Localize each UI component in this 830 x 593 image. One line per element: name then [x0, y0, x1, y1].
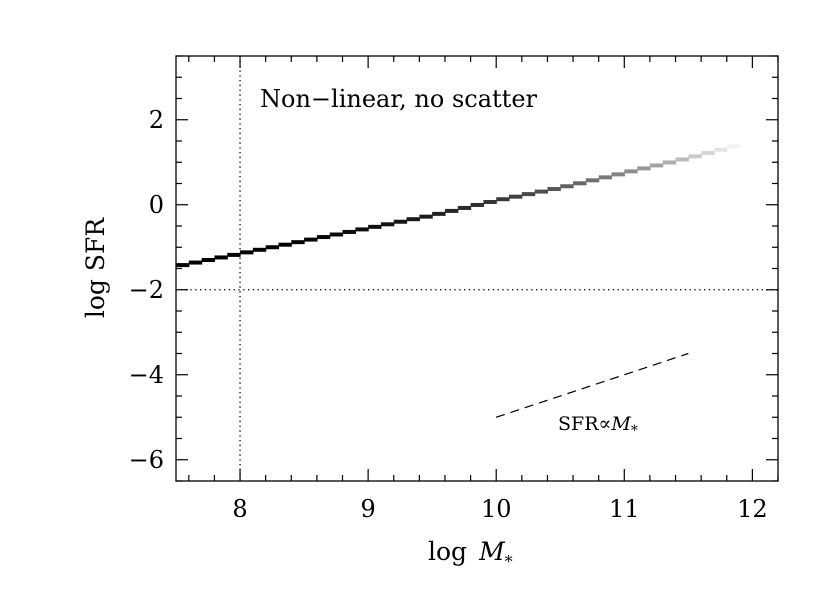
series-segment [726, 144, 741, 149]
reference-lines [176, 56, 778, 481]
series-segment [534, 189, 549, 194]
x-axis-title-symbol: M [478, 537, 506, 566]
slope-label-symbol: M [610, 413, 631, 435]
series-segment [701, 151, 715, 156]
plot-frame [175, 55, 779, 482]
series-segment [470, 202, 485, 207]
x-axis-title: log M* [428, 537, 513, 571]
x-tick-label: 9 [360, 495, 375, 523]
x-tick-label: 12 [737, 495, 768, 523]
series-segment [662, 160, 677, 165]
y-tick-label: −6 [129, 446, 164, 474]
y-tick-label: −4 [129, 361, 164, 389]
series-segment [547, 187, 561, 192]
series-segment [201, 258, 216, 262]
series-segment [713, 147, 728, 152]
series-segment [624, 169, 638, 174]
series-segment [509, 194, 523, 199]
series-segment [419, 214, 433, 219]
slope-label-text: SFR∝ [558, 413, 611, 435]
series-segment [637, 166, 651, 171]
slope-label-subscript: * [631, 423, 638, 439]
series-segment [188, 260, 203, 265]
series-segment [291, 240, 305, 245]
series-segment [432, 211, 446, 216]
plot-border [175, 55, 779, 482]
series-segment [444, 208, 459, 213]
series-segment [355, 227, 369, 232]
x-ticks: 8 9 10 11 12 [188, 56, 779, 523]
y-tick-label: 2 [149, 106, 164, 134]
series-segment [176, 263, 190, 268]
series-segment [240, 250, 254, 255]
series-segment [675, 157, 689, 162]
series-segment [573, 181, 587, 186]
series-segment [406, 217, 420, 222]
series-segment [393, 219, 408, 224]
series-segment [688, 154, 702, 159]
series-segment [585, 178, 600, 183]
series-segment [329, 232, 344, 237]
y-tick-label: 0 [149, 191, 164, 219]
series-segment [457, 205, 472, 210]
series-segment [483, 199, 497, 204]
slope-reference-line [496, 352, 689, 418]
series-segment [214, 255, 228, 260]
series-segment [380, 222, 395, 227]
series-segment [560, 184, 574, 189]
series-segment [521, 192, 536, 197]
y-axis-title: log SFR [81, 217, 110, 318]
series-segment [252, 247, 267, 252]
series-segment [611, 172, 625, 177]
x-tick-label: 8 [232, 495, 247, 523]
series-segment [304, 237, 318, 242]
x-axis-title-text: log [428, 537, 467, 566]
x-tick-label: 11 [609, 495, 640, 523]
slope-label: SFR∝M* [558, 413, 638, 439]
series-segment [316, 235, 331, 240]
x-axis-title-subscript: * [505, 552, 513, 571]
y-tick-label: −2 [129, 276, 164, 304]
series-segment [342, 229, 356, 234]
series-segment [278, 242, 292, 247]
series-segment [496, 197, 510, 202]
series-segment [649, 163, 664, 168]
x-tick-label: 10 [481, 495, 512, 523]
series-segment [265, 245, 280, 250]
series-segment [227, 252, 241, 257]
series-layer [176, 144, 741, 268]
y-ticks: −6 −4 −2 0 2 [129, 55, 778, 482]
series-segment [598, 175, 613, 180]
annotation-label: Non−linear, no scatter [260, 85, 538, 113]
series-segment [368, 224, 382, 229]
